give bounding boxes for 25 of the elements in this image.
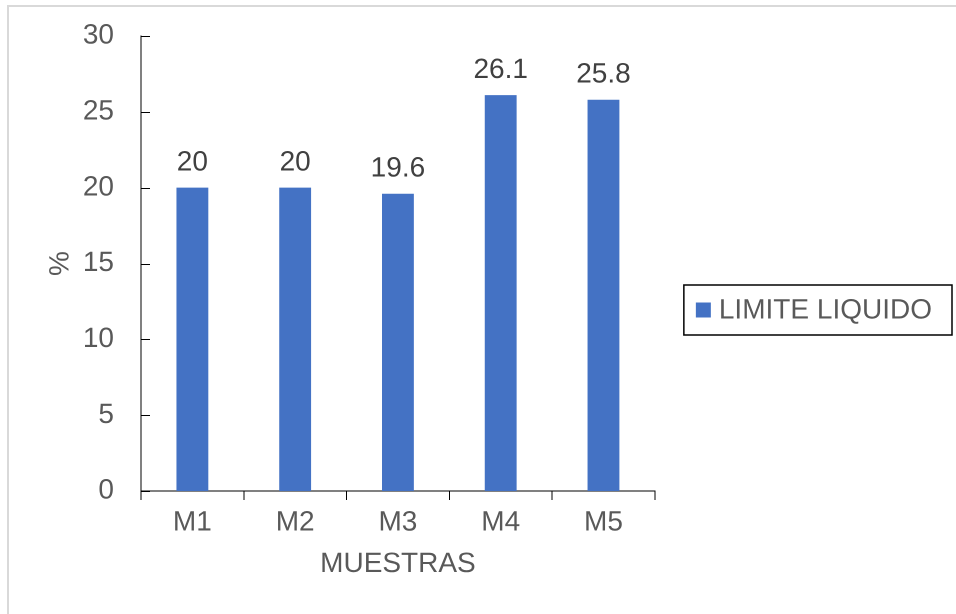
x-axis-title: MUESTRAS: [320, 546, 476, 578]
y-tick-label: 20: [82, 170, 114, 202]
y-tick-label: 5: [98, 398, 114, 429]
legend-label: LIMITE LIQUIDO: [718, 294, 932, 325]
y-tick-label: 10: [82, 322, 114, 354]
bar: [588, 100, 620, 491]
data-label: 25.8: [576, 58, 631, 89]
bar: [279, 188, 312, 491]
x-tick-label: M5: [584, 506, 623, 537]
y-tick-label: 0: [98, 474, 114, 505]
x-tick-label: M3: [378, 506, 418, 537]
data-label: 20: [176, 146, 208, 177]
y-tick-label: 30: [82, 18, 114, 50]
x-tick-label: M4: [481, 506, 520, 537]
bar: [382, 194, 414, 491]
y-axis-title: %: [44, 251, 75, 276]
y-tick-label: 25: [82, 94, 114, 126]
data-label: 19.6: [370, 152, 426, 183]
x-tick-label: M1: [172, 506, 212, 537]
data-label: 20: [280, 146, 311, 177]
y-tick-label: 15: [82, 246, 114, 278]
bar: [484, 95, 517, 491]
x-tick-label: M2: [276, 506, 315, 537]
bar: [176, 188, 208, 491]
data-label: 26.1: [473, 53, 528, 84]
